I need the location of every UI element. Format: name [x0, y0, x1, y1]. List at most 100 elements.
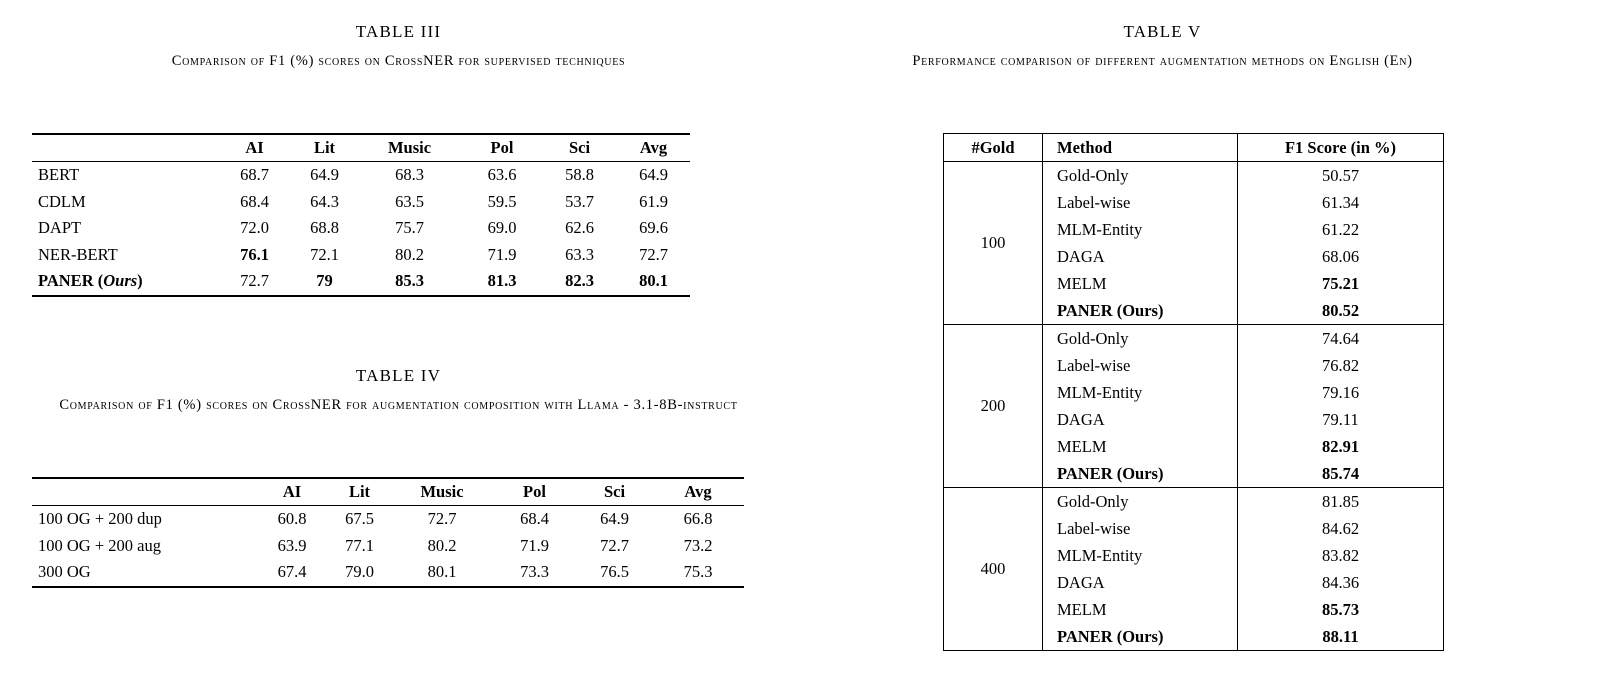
score-cell: 72.7: [600, 535, 629, 555]
score-cell: 81.85: [1237, 487, 1444, 515]
score-cell: 64.3: [310, 191, 339, 211]
table-row: Label-wise 61.34: [944, 189, 1444, 216]
col-header-pol: Pol: [490, 138, 514, 157]
row-label: 300 OG: [38, 562, 91, 582]
col-header-gold: #Gold: [971, 137, 1015, 157]
method-cell: MLM-Entity: [1042, 216, 1238, 243]
table-row: PANER (Ours) 88.11: [944, 623, 1444, 651]
header-row: #Gold Method F1 Score (in %): [943, 133, 1444, 162]
table4: AI Lit Music Pol Sci Avg 100 OG + 200 dup 60.8 6…: [32, 477, 744, 588]
col-header-sci: Sci: [603, 482, 626, 501]
table4-caption: Comparison of F1 (%) scores on CrossNER …: [59, 397, 738, 413]
col-header-lit: Lit: [313, 138, 336, 157]
table-row: 200 Gold-Only 74.64: [943, 324, 1444, 488]
score-cell: 63.9: [277, 535, 307, 555]
table-row: DAGA 79.11: [944, 406, 1444, 433]
method-cell: MELM: [1042, 433, 1238, 460]
method-cell: Label-wise: [1042, 515, 1238, 542]
score-cell: 64.9: [310, 165, 339, 185]
score-cell: 80.2: [427, 535, 457, 555]
method-cell: DAGA: [1042, 569, 1238, 596]
col-header-ai: AI: [282, 482, 302, 501]
method-cell: PANER (Ours): [1042, 460, 1238, 488]
score-cell: 60.8: [277, 509, 307, 529]
gold-count-cell: 400: [943, 487, 1043, 651]
score-cell: 82.91: [1237, 433, 1444, 460]
method-cell: MELM: [1042, 596, 1238, 623]
table3-title: TABLE III: [355, 22, 442, 41]
score-cell: 76.82: [1237, 352, 1444, 379]
score-cell: 85.73: [1237, 596, 1444, 623]
method-cell: DAGA: [1042, 406, 1238, 433]
table5: #Gold Method F1 Score (in %) 100 Gold-Only 50…: [943, 133, 1444, 651]
row-label: BERT: [38, 165, 80, 185]
table5-body: 100 Gold-Only 50.57 Label-wise 61.34 MLM-Enti…: [943, 161, 1444, 651]
table-row: 100 OG + 200 dup 60.8 67.5 72.7 68.4 64.9 66.8: [32, 506, 744, 533]
row-label: DAPT: [38, 218, 82, 238]
table-row: PANER (Ours) 80.52: [944, 297, 1444, 325]
score-cell: 73.3: [520, 562, 549, 582]
table-row: MELM 85.73: [944, 596, 1444, 623]
score-cell: 68.3: [395, 165, 424, 185]
score-cell: 58.8: [565, 165, 594, 185]
table4-heading: TABLE IV Comparison of F1 (%) scores on …: [30, 366, 767, 419]
table3: AI Lit Music Pol Sci Avg BERT 68.7 64.9 68.3 63.6 5…: [32, 133, 690, 297]
table5-heading: TABLE V Performance comparison of differ…: [830, 22, 1495, 75]
score-cell: 79.16: [1237, 379, 1444, 406]
method-cell: Gold-Only: [1042, 487, 1238, 515]
score-cell: 83.82: [1237, 542, 1444, 569]
table3-header: AI Lit Music Pol Sci Avg: [32, 134, 690, 162]
score-cell: 76.5: [600, 562, 629, 582]
score-cell: 61.9: [639, 191, 668, 211]
score-cell: 72.7: [240, 271, 269, 291]
score-cell: 80.1: [427, 562, 457, 582]
method-cell: Gold-Only: [1042, 161, 1238, 189]
table-row: Label-wise 76.82: [944, 352, 1444, 379]
score-cell: 59.5: [487, 191, 517, 211]
method-cell: PANER (Ours): [1042, 623, 1238, 651]
table-row: DAPT 72.0 68.8 75.7 69.0 62.6 69.6: [32, 215, 690, 242]
score-cell: 80.2: [395, 244, 424, 264]
score-cell: 68.4: [520, 509, 549, 529]
score-cell: 64.9: [639, 165, 668, 185]
score-cell: 85.74: [1237, 460, 1444, 488]
score-cell: 71.9: [520, 535, 549, 555]
header-row: AI Lit Music Pol Sci Avg: [32, 478, 744, 506]
score-cell: 79.0: [345, 562, 374, 582]
method-cell: Label-wise: [1042, 352, 1238, 379]
score-cell: 72.0: [240, 218, 269, 238]
table3-body: BERT 68.7 64.9 68.3 63.6 58.8 64.9 CDLM 68.4 64.3…: [32, 162, 690, 296]
score-cell: 67.5: [345, 509, 374, 529]
score-cell: 81.3: [487, 271, 517, 291]
score-cell: 84.36: [1237, 569, 1444, 596]
table-row: DAGA 84.36: [944, 569, 1444, 596]
row-label: 100 OG + 200 aug: [38, 535, 161, 555]
table4-body: 100 OG + 200 dup 60.8 67.5 72.7 68.4 64.9 66.8…: [32, 506, 744, 587]
row-label: CDLM: [38, 191, 86, 211]
table-row: 100 Gold-Only 50.57: [944, 161, 1444, 252]
score-cell: 72.7: [427, 509, 457, 529]
score-cell: 80.52: [1237, 297, 1444, 325]
score-cell: 75.7: [395, 218, 424, 238]
score-cell: 84.62: [1237, 515, 1444, 542]
score-cell: 64.9: [600, 509, 629, 529]
col-header-music: Music: [420, 482, 464, 501]
score-cell: 80.1: [639, 271, 668, 291]
table-row: 400 Gold-Only 81.85: [943, 487, 1444, 651]
table-row: BERT 68.7 64.9 68.3 63.6 58.8 64.9: [32, 162, 690, 189]
gold-count-cell: 200: [943, 324, 1043, 488]
col-header-music: Music: [387, 138, 432, 157]
method-cell: MELM: [1042, 270, 1238, 297]
table-row: 300 OG 67.4 79.0 80.1 73.3 76.5 75.3: [32, 559, 744, 587]
score-cell: 82.3: [565, 271, 594, 291]
score-cell: 73.2: [683, 535, 713, 555]
table-row: PANER (Ours) 85.74: [944, 460, 1444, 488]
score-cell: 68.7: [240, 165, 269, 185]
col-header-ai: AI: [245, 138, 264, 157]
method-cell: Label-wise: [1042, 189, 1238, 216]
score-cell: 76.1: [240, 244, 269, 264]
col-header-sci: Sci: [568, 138, 591, 157]
table-row: PANER (Ours) 72.7 79 85.3 81.3 82.3 80.1: [32, 268, 690, 296]
score-cell: 69.0: [487, 218, 517, 238]
